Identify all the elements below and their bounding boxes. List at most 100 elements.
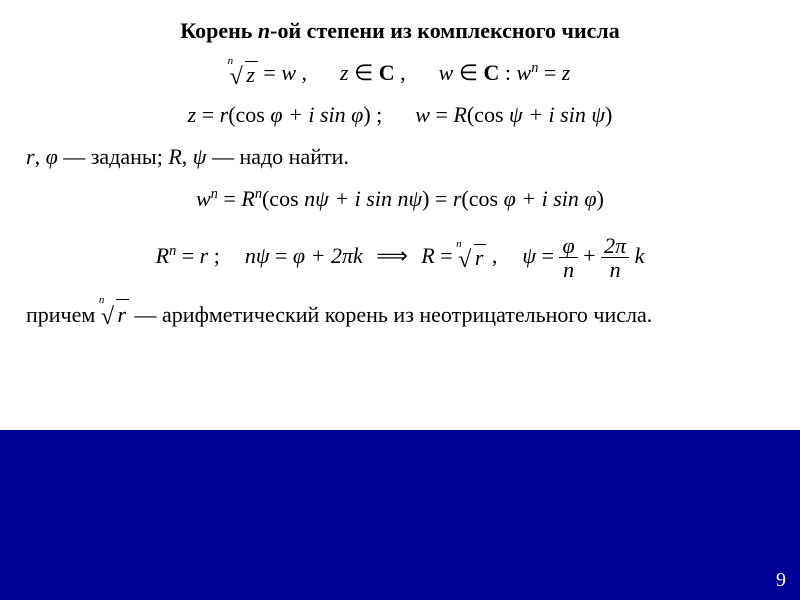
close2: ) (597, 186, 604, 211)
root-index: n (228, 55, 234, 67)
eq3: = (542, 243, 560, 268)
surd-symbol: √ (458, 251, 471, 270)
page-number: 9 (776, 569, 786, 592)
nth-root-r-inline: n √ r (101, 299, 129, 330)
phi2: φ (351, 102, 363, 127)
wn-base: w (517, 60, 532, 85)
radicand-z: z (245, 61, 258, 88)
frac2-den: n (601, 258, 629, 281)
plus-2pi: + 2π (311, 243, 353, 268)
plus-isin2: + i sin (523, 102, 592, 127)
wn-exp: n (211, 186, 218, 202)
n: n (245, 243, 256, 268)
var-w: w (415, 102, 430, 127)
Rn-base: R (241, 186, 254, 211)
Rn-exp: n (255, 186, 262, 202)
var-w2: w (439, 60, 454, 85)
plus-isin: + i sin (329, 186, 398, 211)
colon: : (505, 60, 517, 85)
text-given-find: r, φ — заданы; R, ψ — надо найти. (26, 142, 774, 172)
root-index: n (99, 293, 105, 308)
var-z: z (188, 102, 197, 127)
close-eq: ) = (422, 186, 453, 211)
radicand-r: r (116, 299, 129, 330)
post: — арифметический корень из неотрицательн… (135, 302, 653, 327)
title-var-n: n (258, 18, 270, 43)
psi2: ψ (408, 186, 422, 211)
text-note-arith-root: причем n √ r — арифметический корень из … (26, 299, 774, 330)
root-index: n (456, 238, 462, 250)
sep2: , (400, 60, 406, 85)
plus2: + (583, 243, 601, 268)
plus-isin2: + i sin (516, 186, 585, 211)
content-area: Корень n-ой степени из комплексного числ… (0, 0, 800, 330)
Rn-exp: n (169, 243, 176, 259)
slide: Корень n-ой степени из комплексного числ… (0, 0, 800, 600)
frac-2pi-over-n: 2π n (601, 234, 629, 281)
surd-symbol: √ (101, 308, 114, 327)
in-symbol: ∈ (354, 60, 379, 85)
nth-root-r: n √ r (458, 244, 486, 271)
eq-sign: = (263, 60, 281, 85)
var-z: z (340, 60, 349, 85)
psi: ψ (256, 243, 270, 268)
implies-arrow: ⟹ (368, 243, 416, 269)
eq: = (202, 102, 220, 127)
psi2: ψ (522, 243, 536, 268)
comma: , (35, 144, 46, 169)
close2: ) (605, 102, 612, 127)
open: (cos (228, 102, 270, 127)
equation-4: Rn = r ; nψ = φ + 2πk ⟹ R = n √ r , ψ = … (22, 234, 778, 281)
in-symbol-2: ∈ (459, 60, 484, 85)
Rn-base: R (156, 243, 169, 268)
psi: ψ (193, 144, 207, 169)
sep2: , (492, 243, 498, 268)
k2: k (635, 243, 645, 268)
var-r: r (220, 102, 229, 127)
title-pre: Корень (180, 18, 258, 43)
equation-3: wn = Rn(cos nψ + i sin nψ) = r(cos φ + i… (22, 186, 778, 212)
var-z2: z (562, 60, 571, 85)
phi: φ (46, 144, 58, 169)
psi2: ψ (591, 102, 605, 127)
comma2: , (182, 144, 193, 169)
phi1: φ (270, 102, 282, 127)
pre: причем (26, 302, 101, 327)
eq-r: = (182, 243, 200, 268)
r: r (26, 144, 35, 169)
sep1: ; (214, 243, 220, 268)
frac1-den: n (559, 258, 577, 281)
psi1: ψ (509, 102, 523, 127)
set-c-1: C (379, 60, 395, 85)
open: (cos (262, 186, 304, 211)
radicand-r: r (474, 244, 487, 271)
nth-root-z: n √ z (230, 61, 258, 88)
footer-band: 9 (0, 430, 800, 600)
close: ) ; (363, 102, 382, 127)
eq-sign-2: = (544, 60, 562, 85)
set-c-2: C (483, 60, 499, 85)
eq2: = (435, 102, 453, 127)
phi2: φ (584, 186, 596, 211)
slide-title: Корень n-ой степени из комплексного числ… (22, 18, 778, 44)
sep: , (302, 60, 308, 85)
surd-symbol: √ (230, 68, 243, 87)
frac1-num: φ (559, 234, 577, 258)
phi1: φ (504, 186, 516, 211)
eq-phi: = (275, 243, 293, 268)
r: r (200, 243, 209, 268)
open2: (cos (461, 186, 503, 211)
var-w: w (281, 60, 296, 85)
phi: φ (293, 243, 305, 268)
frac-phi-over-n: φ n (559, 234, 577, 281)
var-R: R (453, 102, 466, 127)
psi1: ψ (315, 186, 329, 211)
n1: n (304, 186, 315, 211)
find: — надо найти. (206, 144, 348, 169)
k: k (353, 243, 363, 268)
plus-isin: + i sin (283, 102, 352, 127)
wn-base: w (196, 186, 211, 211)
equation-2: z = r(cos φ + i sin φ) ; w = R(cos ψ + i… (22, 102, 778, 128)
frac2-num: 2π (601, 234, 629, 258)
wn-exp: n (531, 60, 538, 76)
